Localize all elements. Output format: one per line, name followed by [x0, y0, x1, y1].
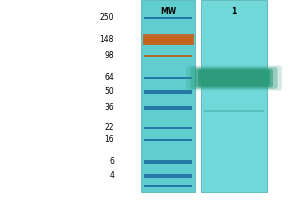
Text: 64: 64	[104, 73, 114, 82]
FancyBboxPatch shape	[144, 55, 192, 57]
FancyBboxPatch shape	[144, 77, 192, 79]
Text: 4: 4	[109, 171, 114, 180]
FancyBboxPatch shape	[144, 185, 192, 187]
FancyBboxPatch shape	[144, 37, 192, 43]
Text: 1: 1	[231, 7, 237, 16]
FancyBboxPatch shape	[144, 90, 192, 94]
Text: 16: 16	[104, 136, 114, 144]
Text: 6: 6	[109, 158, 114, 166]
FancyBboxPatch shape	[144, 139, 192, 141]
Text: 250: 250	[100, 14, 114, 22]
FancyBboxPatch shape	[186, 66, 282, 90]
FancyBboxPatch shape	[198, 70, 270, 86]
Text: 50: 50	[104, 88, 114, 97]
FancyBboxPatch shape	[144, 17, 192, 19]
FancyBboxPatch shape	[190, 67, 278, 89]
Text: 98: 98	[104, 51, 114, 60]
FancyBboxPatch shape	[144, 160, 192, 164]
FancyBboxPatch shape	[201, 0, 267, 192]
FancyBboxPatch shape	[144, 127, 192, 129]
FancyBboxPatch shape	[204, 110, 264, 112]
FancyBboxPatch shape	[144, 174, 192, 178]
Text: 36: 36	[104, 104, 114, 112]
FancyBboxPatch shape	[195, 68, 273, 88]
Text: 22: 22	[104, 123, 114, 132]
Text: 148: 148	[100, 36, 114, 45]
Text: MW: MW	[160, 7, 176, 16]
FancyBboxPatch shape	[142, 34, 194, 45]
FancyBboxPatch shape	[144, 106, 192, 110]
FancyBboxPatch shape	[141, 0, 195, 192]
